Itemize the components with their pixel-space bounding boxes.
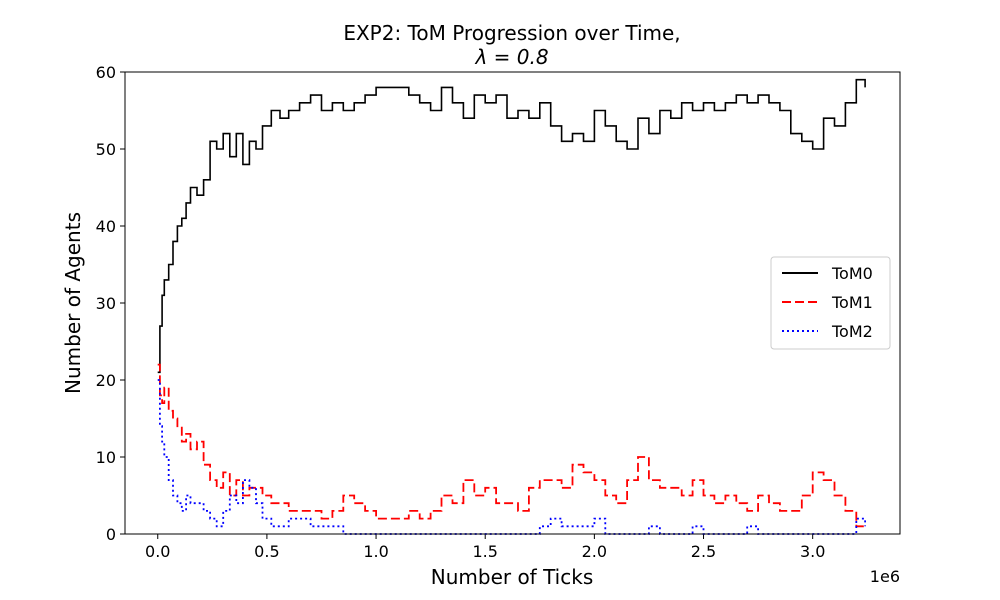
y-tick-label: 30 — [96, 294, 116, 313]
y-tick-label: 10 — [96, 448, 116, 467]
x-tick-label: 0.0 — [145, 542, 170, 561]
chart-title-line2: λ = 0.8 — [474, 45, 548, 69]
series-line-tom1 — [157, 363, 866, 528]
y-axis-label: Number of Agents — [61, 212, 85, 394]
legend-box — [770, 256, 891, 350]
y-tick-label: 40 — [96, 217, 116, 236]
y-tick-label: 0 — [106, 525, 116, 544]
x-tick-label: 2.5 — [691, 542, 716, 561]
x-offset-label: 1e6 — [870, 567, 900, 586]
x-tick-label: 0.5 — [254, 542, 279, 561]
chart-title-line1: EXP2: ToM Progression over Time, — [343, 21, 680, 45]
x-tick-label: 1.0 — [363, 542, 388, 561]
x-tick-label: 1.5 — [472, 542, 497, 561]
legend: ToM0 ToM1 ToM2 — [770, 256, 891, 350]
x-axis-ticks: 0.0 0.5 1.0 1.5 2.0 2.5 3.0 — [145, 534, 825, 561]
y-tick-label: 20 — [96, 371, 116, 390]
series-layer — [157, 78, 866, 535]
plot-area-frame — [124, 71, 901, 535]
y-tick-label: 50 — [96, 140, 116, 159]
y-tick-label: 60 — [96, 63, 116, 82]
x-tick-label: 3.0 — [800, 542, 825, 561]
y-axis-ticks: 0 10 20 30 40 50 60 — [96, 63, 125, 544]
series-line-tom0 — [157, 78, 866, 374]
legend-label-tom0: ToM0 — [831, 264, 873, 283]
series-line-tom2 — [157, 379, 866, 535]
legend-label-tom2: ToM2 — [831, 322, 873, 341]
legend-label-tom1: ToM1 — [831, 293, 873, 312]
x-axis-label: Number of Ticks — [431, 565, 594, 589]
x-tick-label: 2.0 — [582, 542, 607, 561]
